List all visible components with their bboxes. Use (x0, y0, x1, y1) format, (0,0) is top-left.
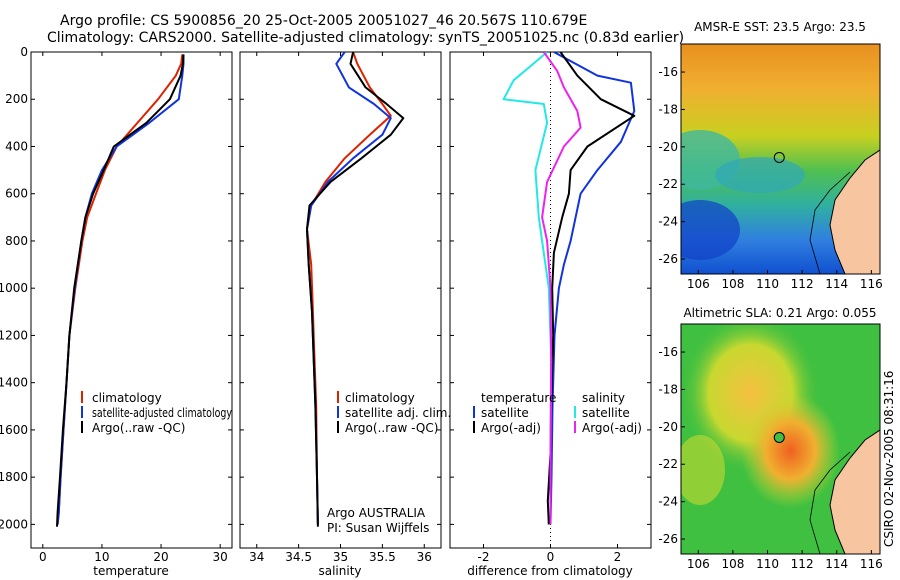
sst-map (681, 44, 880, 274)
legend-label-sal-argo: Argo(-adj) (582, 421, 642, 435)
y-tick-label: 1000 (0, 281, 28, 295)
temperature-ticks: 0 10 20 30 0 200 400 600 800 1000 1200 1400 1600 1800… (0, 45, 232, 564)
land-mass (829, 149, 880, 274)
x-tick-label: 35 (333, 550, 348, 564)
salinity-panel (239, 51, 442, 549)
y-tick-label: 800 (5, 234, 28, 248)
map-x-tick-label: 110 (756, 277, 779, 291)
map-y-tick-label: -26 (658, 252, 678, 266)
map-y-tick-label: -18 (658, 102, 678, 116)
map-x-tick-label: 112 (791, 277, 814, 291)
x-tick-label: 30 (213, 550, 228, 564)
y-tick-label: 1400 (0, 376, 28, 390)
map-y-tick-label: -24 (658, 495, 678, 509)
legend-label-argo: Argo(..raw -QC) (345, 421, 438, 435)
sla-map-frame (680, 323, 881, 555)
sst-map-ticks: 106 108 110 112 114 116 -16 -18 -20 -22 -24 -26 (658, 65, 882, 291)
sst-map-title: AMSR-E SST: 23.5 Argo: 23.5 (694, 20, 866, 34)
map-y-tick-label: -26 (658, 532, 678, 546)
salinity-ticks: 34 34.5 35 35.5 36 (240, 51, 441, 564)
argo-location-marker (773, 431, 785, 443)
map-x-tick-label: 114 (825, 557, 848, 571)
sst-map-frame (680, 43, 881, 275)
y-tick-label: 200 (5, 92, 28, 106)
legend-label-argo: Argo(..raw -QC) (92, 421, 185, 435)
map-x-tick-label: 110 (756, 557, 779, 571)
map-x-tick-label: 116 (860, 277, 883, 291)
series-argo-raw-qc (56, 54, 185, 527)
y-tick-label: 400 (5, 139, 28, 153)
legend-header-salinity: salinity (582, 391, 625, 405)
series-temperature-satellite (549, 52, 636, 525)
map-y-tick-label: -18 (658, 382, 678, 396)
map-y-tick-label: -16 (658, 345, 678, 359)
annotation-argo-australia: Argo AUSTRALIA (327, 506, 426, 520)
legend-label-climatology: climatology (92, 391, 162, 405)
map-y-tick-label: -22 (658, 457, 678, 471)
legend-label-temp-argo: Argo(-adj) (481, 421, 541, 435)
legend-label-sal-satellite: satellite (582, 406, 630, 420)
legend-header-temperature: temperature (481, 391, 556, 405)
x-tick-label: 2 (614, 550, 622, 564)
argo-location-marker (773, 151, 785, 163)
salinity-axis-title: salinity (318, 564, 361, 578)
map-y-tick-label: -20 (658, 420, 678, 434)
title-line-2: Climatology: CARS2000. Satellite-adjuste… (47, 30, 684, 46)
legend-label-temp-satellite: satellite (481, 406, 529, 420)
legend-label-climatology: climatology (345, 391, 415, 405)
series-salinity-argo-adj (541, 52, 582, 525)
x-tick-label: 34 (249, 550, 264, 564)
y-tick-label: 0 (20, 45, 28, 59)
map-x-tick-label: 114 (825, 277, 848, 291)
x-tick-label: 0 (39, 550, 47, 564)
temperature-legend: climatology satellite-adjusted climatolo… (81, 391, 232, 435)
y-tick-label: 600 (5, 187, 28, 201)
sla-map-title: Altimetric SLA: 0.21 Argo: 0.055 (683, 306, 876, 320)
map-x-tick-label: 108 (721, 557, 744, 571)
land-mass (829, 429, 880, 554)
difference-legend: temperature satellite Argo(-adj) salinit… (473, 391, 642, 435)
x-tick-label: 35.5 (369, 550, 396, 564)
temperature-series (56, 54, 185, 527)
salinity-series (306, 52, 405, 527)
map-x-tick-label: 106 (687, 557, 710, 571)
map-y-tick-label: -20 (658, 140, 678, 154)
map-x-tick-label: 106 (687, 277, 710, 291)
difference-series (502, 52, 636, 525)
y-tick-label: 1600 (0, 423, 28, 437)
y-tick-label: 1200 (0, 328, 28, 342)
x-tick-label: 0 (547, 550, 555, 564)
x-tick-label: 20 (153, 550, 168, 564)
legend-label-satellite: satellite-adjusted climatology (92, 406, 232, 420)
y-tick-label: 1800 (0, 470, 28, 484)
title-line-1: Argo profile: CS 5900856_20 25-Oct-2005 … (60, 13, 587, 29)
series-argo-raw-qc (306, 52, 405, 527)
sla-map-ticks: 106 108 110 112 114 116 -16 -18 -20 -22 -24 -26 (658, 345, 882, 571)
x-tick-label: 34.5 (285, 550, 312, 564)
legend-label-satellite: satellite adj. clim. (345, 406, 451, 420)
x-tick-label: 36 (417, 550, 432, 564)
map-x-tick-label: 108 (721, 277, 744, 291)
map-y-tick-label: -24 (658, 215, 678, 229)
difference-axis-title: difference from climatology (467, 564, 633, 578)
salinity-legend: climatology satellite adj. clim. Argo(..… (327, 391, 451, 535)
x-tick-label: 10 (94, 550, 109, 564)
map-x-tick-label: 112 (791, 557, 814, 571)
map-y-tick-label: -22 (658, 177, 678, 191)
map-y-tick-label: -16 (658, 65, 678, 79)
temperature-axis-title: temperature (93, 564, 168, 578)
y-tick-label: 2000 (0, 517, 28, 531)
annotation-pi: PI: Susan Wijffels (327, 521, 429, 535)
map-x-tick-label: 116 (860, 557, 883, 571)
x-tick-label: -2 (478, 550, 490, 564)
credit-stamp: CSIRO 02-Nov-2005 08:31:16 (882, 371, 896, 547)
difference-ticks: -2 0 2 (450, 51, 651, 564)
